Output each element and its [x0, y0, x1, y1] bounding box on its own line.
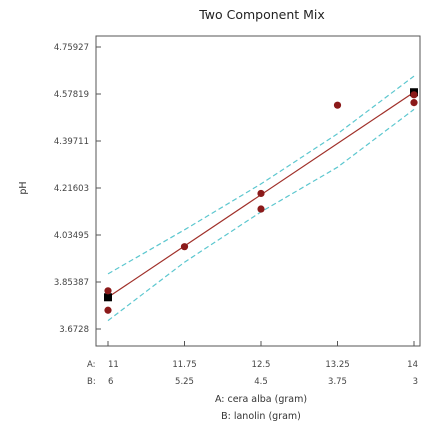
x-axis-title-b: B: lanolin (gram): [221, 411, 301, 422]
x-axis-title-a: A: cera alba (gram): [215, 394, 307, 405]
data-point: [257, 189, 265, 198]
x-row-prefix-a: A:: [87, 360, 96, 370]
ci-lower-band: [107, 108, 415, 322]
x-tick-label-a: 11.75: [172, 360, 196, 370]
chart-title: Two Component Mix: [198, 7, 325, 22]
x-axis: 11 6 11.75 5.25 12.5 4.5 13.25 3.75 14 3 A: B:: [87, 341, 418, 387]
x-row-prefix-b: B:: [87, 377, 96, 387]
ci-upper-band: [107, 75, 415, 275]
data-point: [410, 91, 418, 99]
y-tick-label: 4.39711: [54, 137, 89, 147]
x-tick-label-a: 13.25: [325, 360, 349, 370]
x-tick-label-b: 6: [108, 377, 113, 387]
y-tick-label: 4.21603: [54, 184, 89, 194]
y-tick-label: 4.03495: [54, 231, 89, 241]
plot-area: [104, 75, 418, 322]
design-point: [104, 293, 112, 302]
data-point: [333, 101, 342, 109]
x-tick-label-b: 5.25: [175, 377, 194, 387]
plot-frame: [95, 35, 421, 347]
y-axis: 4.75927 4.57819 4.39711 4.21603 4.03495 3.853…: [54, 43, 101, 335]
x-tick-label-a: 12.5: [252, 360, 271, 370]
data-point: [104, 306, 112, 314]
data-point: [410, 99, 418, 107]
y-tick-label: 3.85387: [54, 278, 89, 288]
x-tick-label-b: 3.75: [328, 377, 347, 387]
y-tick-label: 4.57819: [54, 90, 89, 100]
y-tick-label: 4.75927: [54, 43, 89, 53]
y-axis-title: pH: [18, 181, 29, 194]
x-tick-label-b: 3: [413, 377, 418, 387]
data-point: [180, 243, 189, 251]
x-tick-label-a: 14: [407, 360, 418, 370]
data-point: [257, 205, 265, 213]
x-tick-label-b: 4.5: [254, 377, 268, 387]
y-tick-label: 3.6728: [59, 325, 89, 335]
data-point: [104, 287, 112, 295]
x-tick-label-a: 11: [108, 360, 119, 370]
